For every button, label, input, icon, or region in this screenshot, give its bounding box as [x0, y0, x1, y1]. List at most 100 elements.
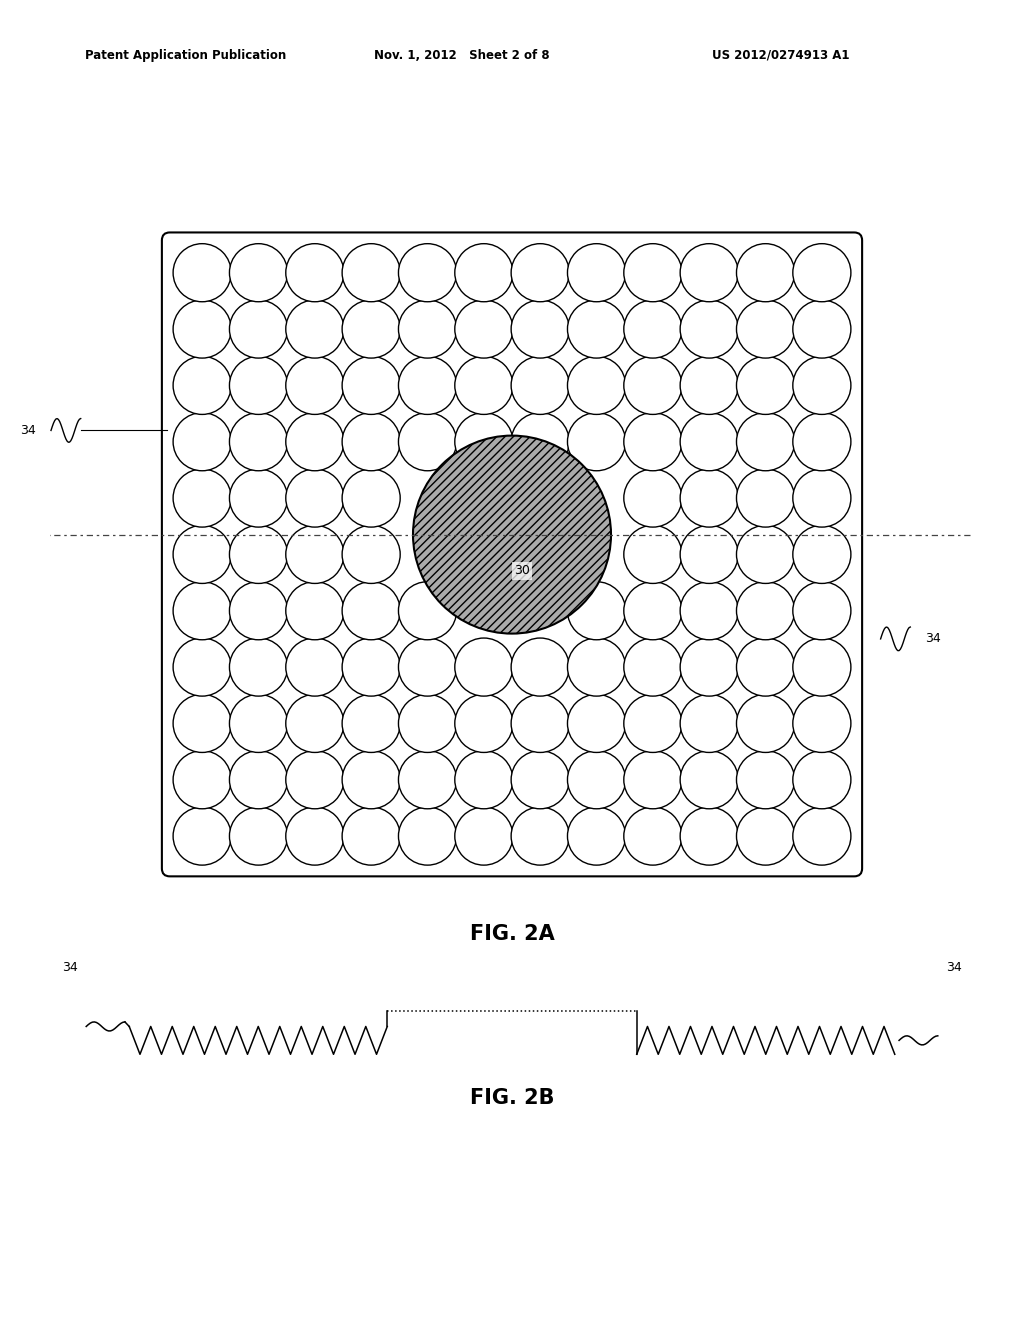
Circle shape	[229, 751, 288, 809]
Circle shape	[455, 300, 513, 358]
Text: FIG. 2A: FIG. 2A	[470, 924, 554, 944]
Circle shape	[229, 300, 288, 358]
Circle shape	[398, 694, 457, 752]
Circle shape	[398, 356, 457, 414]
Circle shape	[398, 300, 457, 358]
Text: 34: 34	[20, 424, 36, 437]
Circle shape	[173, 356, 231, 414]
Text: Patent Application Publication: Patent Application Publication	[85, 49, 287, 62]
Circle shape	[567, 413, 626, 471]
Circle shape	[567, 694, 626, 752]
Circle shape	[680, 807, 738, 865]
Circle shape	[173, 244, 231, 302]
Circle shape	[173, 525, 231, 583]
Circle shape	[398, 807, 457, 865]
Circle shape	[342, 469, 400, 527]
Circle shape	[680, 751, 738, 809]
Circle shape	[624, 582, 682, 640]
Circle shape	[511, 807, 569, 865]
Circle shape	[624, 807, 682, 865]
Circle shape	[342, 582, 400, 640]
Circle shape	[793, 694, 851, 752]
Circle shape	[624, 356, 682, 414]
Circle shape	[736, 413, 795, 471]
Circle shape	[736, 469, 795, 527]
Circle shape	[229, 638, 288, 696]
Circle shape	[793, 300, 851, 358]
Circle shape	[229, 582, 288, 640]
Circle shape	[229, 413, 288, 471]
Circle shape	[229, 525, 288, 583]
Circle shape	[736, 751, 795, 809]
Circle shape	[736, 300, 795, 358]
Circle shape	[286, 751, 344, 809]
Circle shape	[455, 807, 513, 865]
Text: Nov. 1, 2012   Sheet 2 of 8: Nov. 1, 2012 Sheet 2 of 8	[374, 49, 550, 62]
Circle shape	[342, 751, 400, 809]
Circle shape	[286, 300, 344, 358]
Circle shape	[229, 356, 288, 414]
Circle shape	[455, 356, 513, 414]
Circle shape	[173, 694, 231, 752]
Circle shape	[511, 638, 569, 696]
Circle shape	[342, 413, 400, 471]
Circle shape	[511, 751, 569, 809]
Circle shape	[793, 525, 851, 583]
Circle shape	[286, 469, 344, 527]
Circle shape	[680, 413, 738, 471]
Circle shape	[286, 244, 344, 302]
Circle shape	[680, 582, 738, 640]
Circle shape	[511, 356, 569, 414]
Circle shape	[624, 638, 682, 696]
Circle shape	[624, 244, 682, 302]
Circle shape	[736, 356, 795, 414]
Circle shape	[793, 244, 851, 302]
Circle shape	[624, 525, 682, 583]
Circle shape	[398, 413, 457, 471]
Circle shape	[793, 751, 851, 809]
Circle shape	[680, 525, 738, 583]
Circle shape	[398, 638, 457, 696]
Circle shape	[342, 807, 400, 865]
Circle shape	[342, 356, 400, 414]
Text: US 2012/0274913 A1: US 2012/0274913 A1	[712, 49, 849, 62]
Circle shape	[680, 244, 738, 302]
Circle shape	[736, 694, 795, 752]
Circle shape	[286, 638, 344, 696]
Circle shape	[229, 694, 288, 752]
Circle shape	[793, 638, 851, 696]
Circle shape	[680, 469, 738, 527]
Circle shape	[413, 436, 611, 634]
Circle shape	[736, 244, 795, 302]
Circle shape	[567, 244, 626, 302]
Circle shape	[511, 244, 569, 302]
Circle shape	[680, 694, 738, 752]
Circle shape	[229, 469, 288, 527]
Text: 34: 34	[946, 961, 963, 974]
Circle shape	[624, 300, 682, 358]
Circle shape	[398, 244, 457, 302]
Circle shape	[793, 807, 851, 865]
Circle shape	[173, 300, 231, 358]
Circle shape	[173, 807, 231, 865]
Circle shape	[173, 751, 231, 809]
Circle shape	[398, 751, 457, 809]
Circle shape	[173, 413, 231, 471]
Circle shape	[455, 751, 513, 809]
Circle shape	[173, 469, 231, 527]
Circle shape	[793, 469, 851, 527]
Circle shape	[455, 638, 513, 696]
Circle shape	[286, 694, 344, 752]
Circle shape	[342, 638, 400, 696]
Circle shape	[624, 694, 682, 752]
Circle shape	[793, 582, 851, 640]
Circle shape	[736, 807, 795, 865]
Circle shape	[567, 300, 626, 358]
Circle shape	[173, 582, 231, 640]
Circle shape	[567, 356, 626, 414]
Circle shape	[680, 638, 738, 696]
Circle shape	[680, 300, 738, 358]
Circle shape	[286, 413, 344, 471]
Circle shape	[624, 413, 682, 471]
Circle shape	[455, 694, 513, 752]
